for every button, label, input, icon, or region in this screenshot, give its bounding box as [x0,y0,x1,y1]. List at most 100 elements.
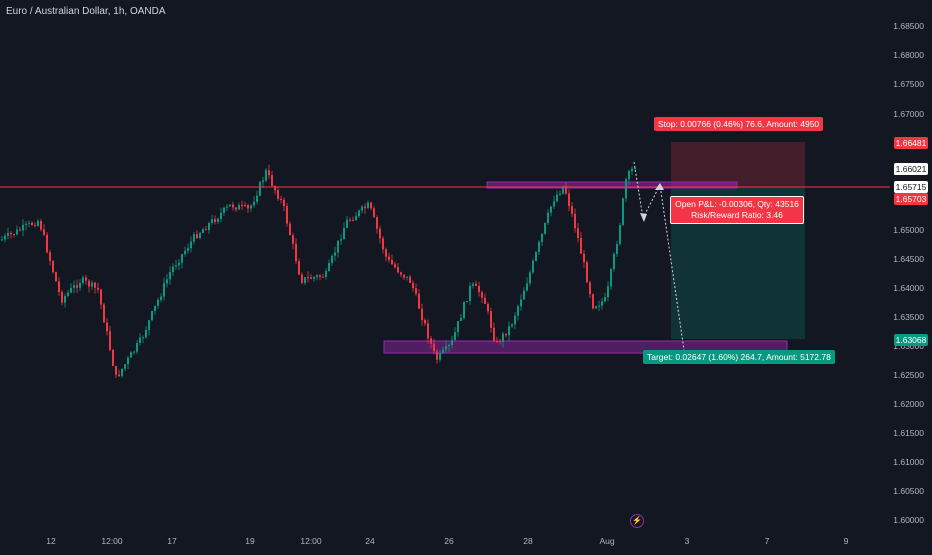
candle-body [352,220,354,222]
candle-body [550,206,552,213]
candle-body [61,292,63,303]
candle-body [490,311,492,328]
candle-body [19,229,21,231]
stop-zone [671,142,805,187]
candle-body [298,261,300,275]
candle-body [379,228,381,239]
time-label: 12:00 [300,536,322,546]
candle-body [625,179,627,199]
candle-body [31,222,33,226]
candle-body [442,349,444,353]
candle-body [622,198,624,225]
candle-body [574,213,576,229]
candle-body [616,243,618,254]
candle-body [193,234,195,242]
candle-body [292,235,294,244]
candle-body [319,275,321,277]
candle-body [262,180,264,183]
candle-body [232,204,234,208]
candle-body [238,205,240,210]
bolt-icon[interactable]: ⚡ [630,514,644,528]
candle-body [454,332,456,340]
candle-body [565,186,567,194]
candle-body [10,232,12,235]
candle-body [511,324,513,327]
candle-body [493,327,495,342]
candle-body [334,252,336,256]
candle-body [190,241,192,249]
stop-label[interactable]: Stop: 0.00766 (0.46%) 76.6, Amount: 4950 [654,117,824,131]
candle-body [226,206,228,208]
price-label: 1.63000 [893,341,924,351]
price-label: 1.68000 [893,50,924,60]
candle-body [382,238,384,250]
candle-body [235,207,237,210]
candle-body [634,167,636,169]
candle-body [100,289,102,305]
candle-body [184,250,186,255]
candle-body [16,229,18,235]
candle-body [52,260,54,273]
entry-price-tag: 1.65703 [894,193,928,205]
price-label: 1.67000 [893,109,924,119]
candle-body [601,301,603,306]
time-label: 12 [46,536,56,546]
time-label: 7 [764,536,770,546]
candle-body [34,225,36,227]
candle-body [409,276,411,283]
time-label: 19 [245,536,255,546]
candle-body [376,217,378,229]
candle-body [217,218,219,222]
candle-body [544,222,546,234]
candle-body [88,280,90,287]
pnl-line-1: Open P&L: -0.00306, Qty: 43516 [675,199,799,209]
candle-body [106,322,108,332]
candle-body [610,269,612,287]
candle-body [274,185,276,191]
candle-body [46,234,48,253]
target-price-tag: 1.63068 [894,334,928,346]
candle-body [73,285,75,288]
candle-body [502,333,504,343]
candle-body [199,232,201,239]
time-label: 26 [444,536,454,546]
candle-body [553,201,555,207]
candle-body [229,204,231,207]
current-price-tag: 1.66021 [894,163,928,175]
candle-body [556,194,558,202]
candle-body [445,346,447,350]
candle-body [373,208,375,218]
candle-body [463,302,465,318]
candle-body [577,228,579,238]
candle-body [286,206,288,224]
candle-body [388,256,390,260]
candle-body [406,276,408,278]
candle-body [67,292,69,296]
candle-body [136,342,138,352]
candle-body [496,341,498,343]
target-label[interactable]: Target: 0.02647 (1.60%) 264.7, Amount: 5… [643,350,835,364]
candle-body [43,229,45,235]
candle-body [250,205,252,209]
candle-body [166,279,168,284]
candle-body [253,201,255,206]
price-label: 1.62500 [893,370,924,380]
candle-body [241,205,243,207]
candle-body [181,254,183,263]
candle-body [325,271,327,277]
symbol-title[interactable]: Euro / Australian Dollar, 1h, OANDA [6,6,166,17]
candle-body [586,262,588,283]
candle-body [316,275,318,278]
price-label: 1.65000 [893,225,924,235]
candle-body [427,323,429,339]
candle-body [163,283,165,297]
pnl-label[interactable]: Open P&L: -0.00306, Qty: 43516 Risk/Rewa… [670,196,804,224]
candle-body [424,320,426,324]
candle-body [628,171,630,180]
candle-body [157,299,159,306]
candle-body [130,352,132,358]
candle-body [40,220,42,230]
candle-body [115,365,117,375]
